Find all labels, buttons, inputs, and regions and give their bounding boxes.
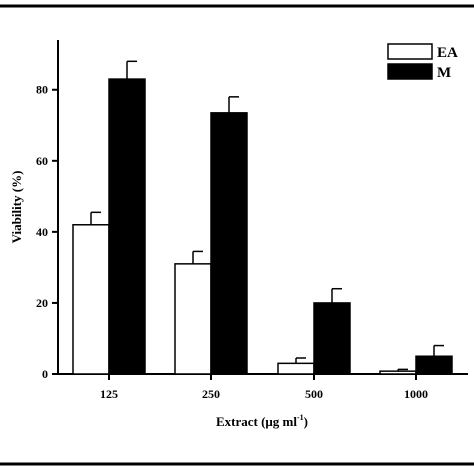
legend: EA M — [387, 43, 458, 81]
x-tick-label: 500 — [305, 387, 323, 401]
y-tick-label: 0 — [42, 367, 48, 381]
bar-ea-1000 — [379, 370, 417, 375]
y-tick-label: 40 — [36, 225, 48, 239]
x-tick-label: 250 — [202, 387, 220, 401]
x-axis-label-main: Extract (μg ml — [216, 414, 297, 429]
bar-m-250 — [210, 112, 248, 375]
legend-label-ea: EA — [437, 45, 458, 61]
legend-swatch-m — [387, 63, 433, 80]
y-tick-label: 60 — [36, 154, 48, 168]
x-axis-ticks: 125 250 500 1000 — [100, 374, 428, 401]
bar-ea-500 — [277, 362, 315, 375]
y-axis-ticks: 0 20 40 60 80 — [36, 83, 58, 381]
y-axis-label: Viability (%) — [9, 171, 24, 244]
bar-m-500 — [313, 302, 351, 375]
x-axis-label: Extract (μg ml-1) — [216, 413, 308, 429]
x-axis-label-sup: -1 — [297, 413, 304, 422]
legend-label-m: M — [437, 65, 451, 81]
bar-ea-250 — [174, 263, 212, 375]
y-tick-label: 80 — [36, 83, 48, 97]
bar-m-125 — [108, 78, 146, 375]
y-tick-label: 20 — [36, 296, 48, 310]
x-axis-label-end: ) — [304, 414, 308, 429]
bar-ea-125 — [72, 224, 110, 375]
legend-swatch-ea — [387, 43, 433, 60]
x-tick-label: 125 — [100, 387, 118, 401]
bar-m-1000 — [415, 355, 453, 375]
x-tick-label: 1000 — [404, 387, 428, 401]
bars-group — [72, 60, 453, 375]
